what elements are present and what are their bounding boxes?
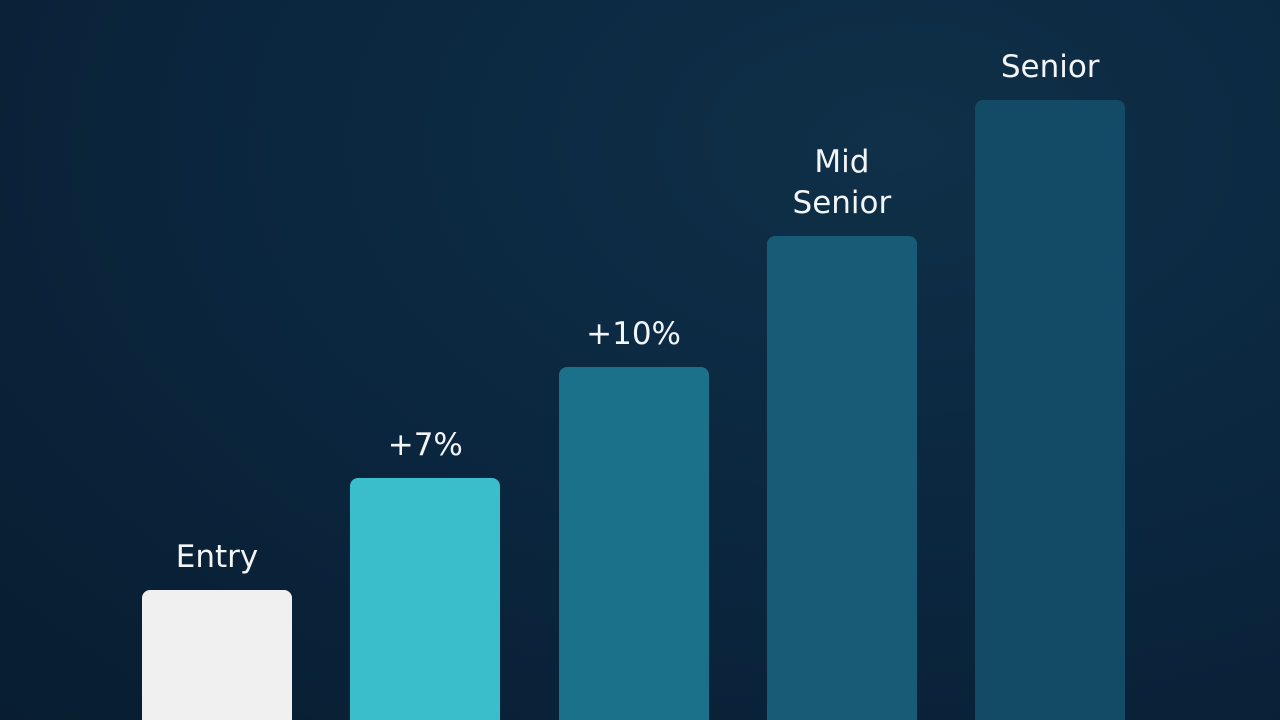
bar-label: Senior — [1000, 49, 1100, 85]
bar — [350, 478, 501, 720]
bar-label: +7% — [387, 427, 463, 464]
bar-label: +10% — [586, 315, 682, 352]
bar — [975, 100, 1126, 720]
bar — [766, 236, 917, 720]
bar-label: Entry — [175, 538, 259, 575]
bar — [558, 366, 709, 720]
bar — [142, 589, 292, 720]
bar-label: Mid Senior — [792, 144, 892, 222]
